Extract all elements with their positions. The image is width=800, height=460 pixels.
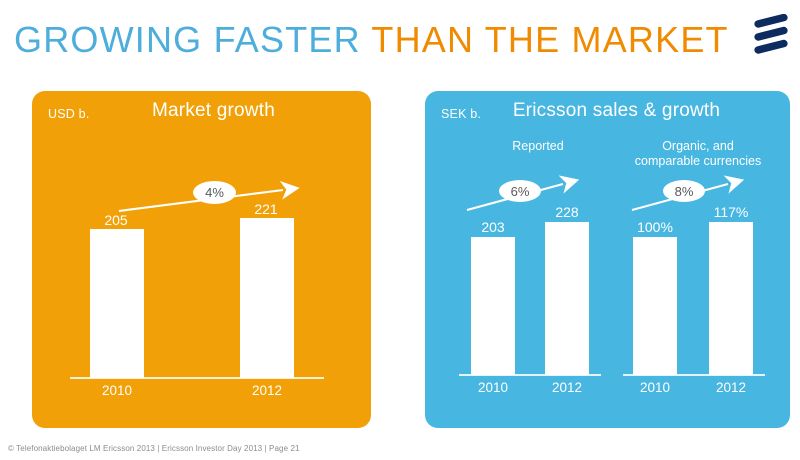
growth-badge-reported: 6% [499, 180, 541, 202]
market-growth-panel: USD b. Market growth 4% 205 221 201 [32, 91, 371, 428]
x-axis-line [70, 377, 324, 379]
x-tick-organic-2012: 2012 [715, 380, 747, 395]
title-text: GROWING FASTER THAN THE MARKET [14, 20, 729, 60]
bar-value-label: 205 [104, 212, 128, 228]
bar-reported-2012 [545, 222, 589, 375]
market-growth-chart: 4% 205 221 2010 2012 [32, 91, 371, 428]
title-segment-orange: THAN THE MARKET [371, 19, 729, 60]
bar-reported-2010 [471, 237, 515, 375]
right-panel-title: Ericsson sales & growth [512, 100, 721, 121]
subcaption-reported: Reported [512, 139, 564, 153]
growth-badge-organic: 8% [663, 180, 705, 202]
x-tick-reported-2012: 2012 [551, 380, 583, 395]
ericsson-sales-chart: 6% 203 228 2010 2012 8% 100% 117% [425, 91, 790, 428]
x-axis-line-reported [459, 374, 601, 376]
left-panel-title: Market growth [152, 100, 275, 121]
bar-organic-2010 [633, 237, 677, 375]
subcaption-organic: Organic, and comparable currencies [613, 139, 783, 169]
right-unit-label: SEK b. [441, 107, 482, 121]
left-unit-label: USD b. [48, 107, 90, 121]
x-tick-2012: 2012 [251, 383, 283, 398]
bar-2012 [240, 218, 294, 378]
page-title: GROWING FASTER THAN THE MARKET [14, 18, 774, 62]
title-segment-blue: GROWING FASTER [14, 19, 372, 60]
bar-value-label: 100% [637, 219, 673, 235]
ericsson-sales-panel: SEK b. Ericsson sales & growth Reported … [425, 91, 790, 428]
x-tick-organic-2010: 2010 [639, 380, 671, 395]
bar-organic-2012 [709, 222, 753, 375]
x-tick-2010: 2010 [101, 383, 133, 398]
bar-value-label: 203 [481, 219, 505, 235]
footer-copyright: © Telefonaktiebolaget LM Ericsson 2013 |… [8, 444, 300, 453]
growth-badge-left: 4% [193, 181, 236, 204]
ericsson-logo-icon [754, 14, 788, 54]
x-tick-reported-2010: 2010 [477, 380, 509, 395]
bar-value-label: 228 [555, 204, 579, 220]
subcaption-organic-line1: Organic, and [662, 139, 734, 153]
subcaption-organic-line2: comparable currencies [634, 154, 762, 168]
bar-2010 [90, 229, 144, 378]
x-axis-line-organic [623, 374, 765, 376]
bar-value-label: 117% [713, 204, 749, 220]
bar-value-label: 221 [254, 201, 278, 217]
